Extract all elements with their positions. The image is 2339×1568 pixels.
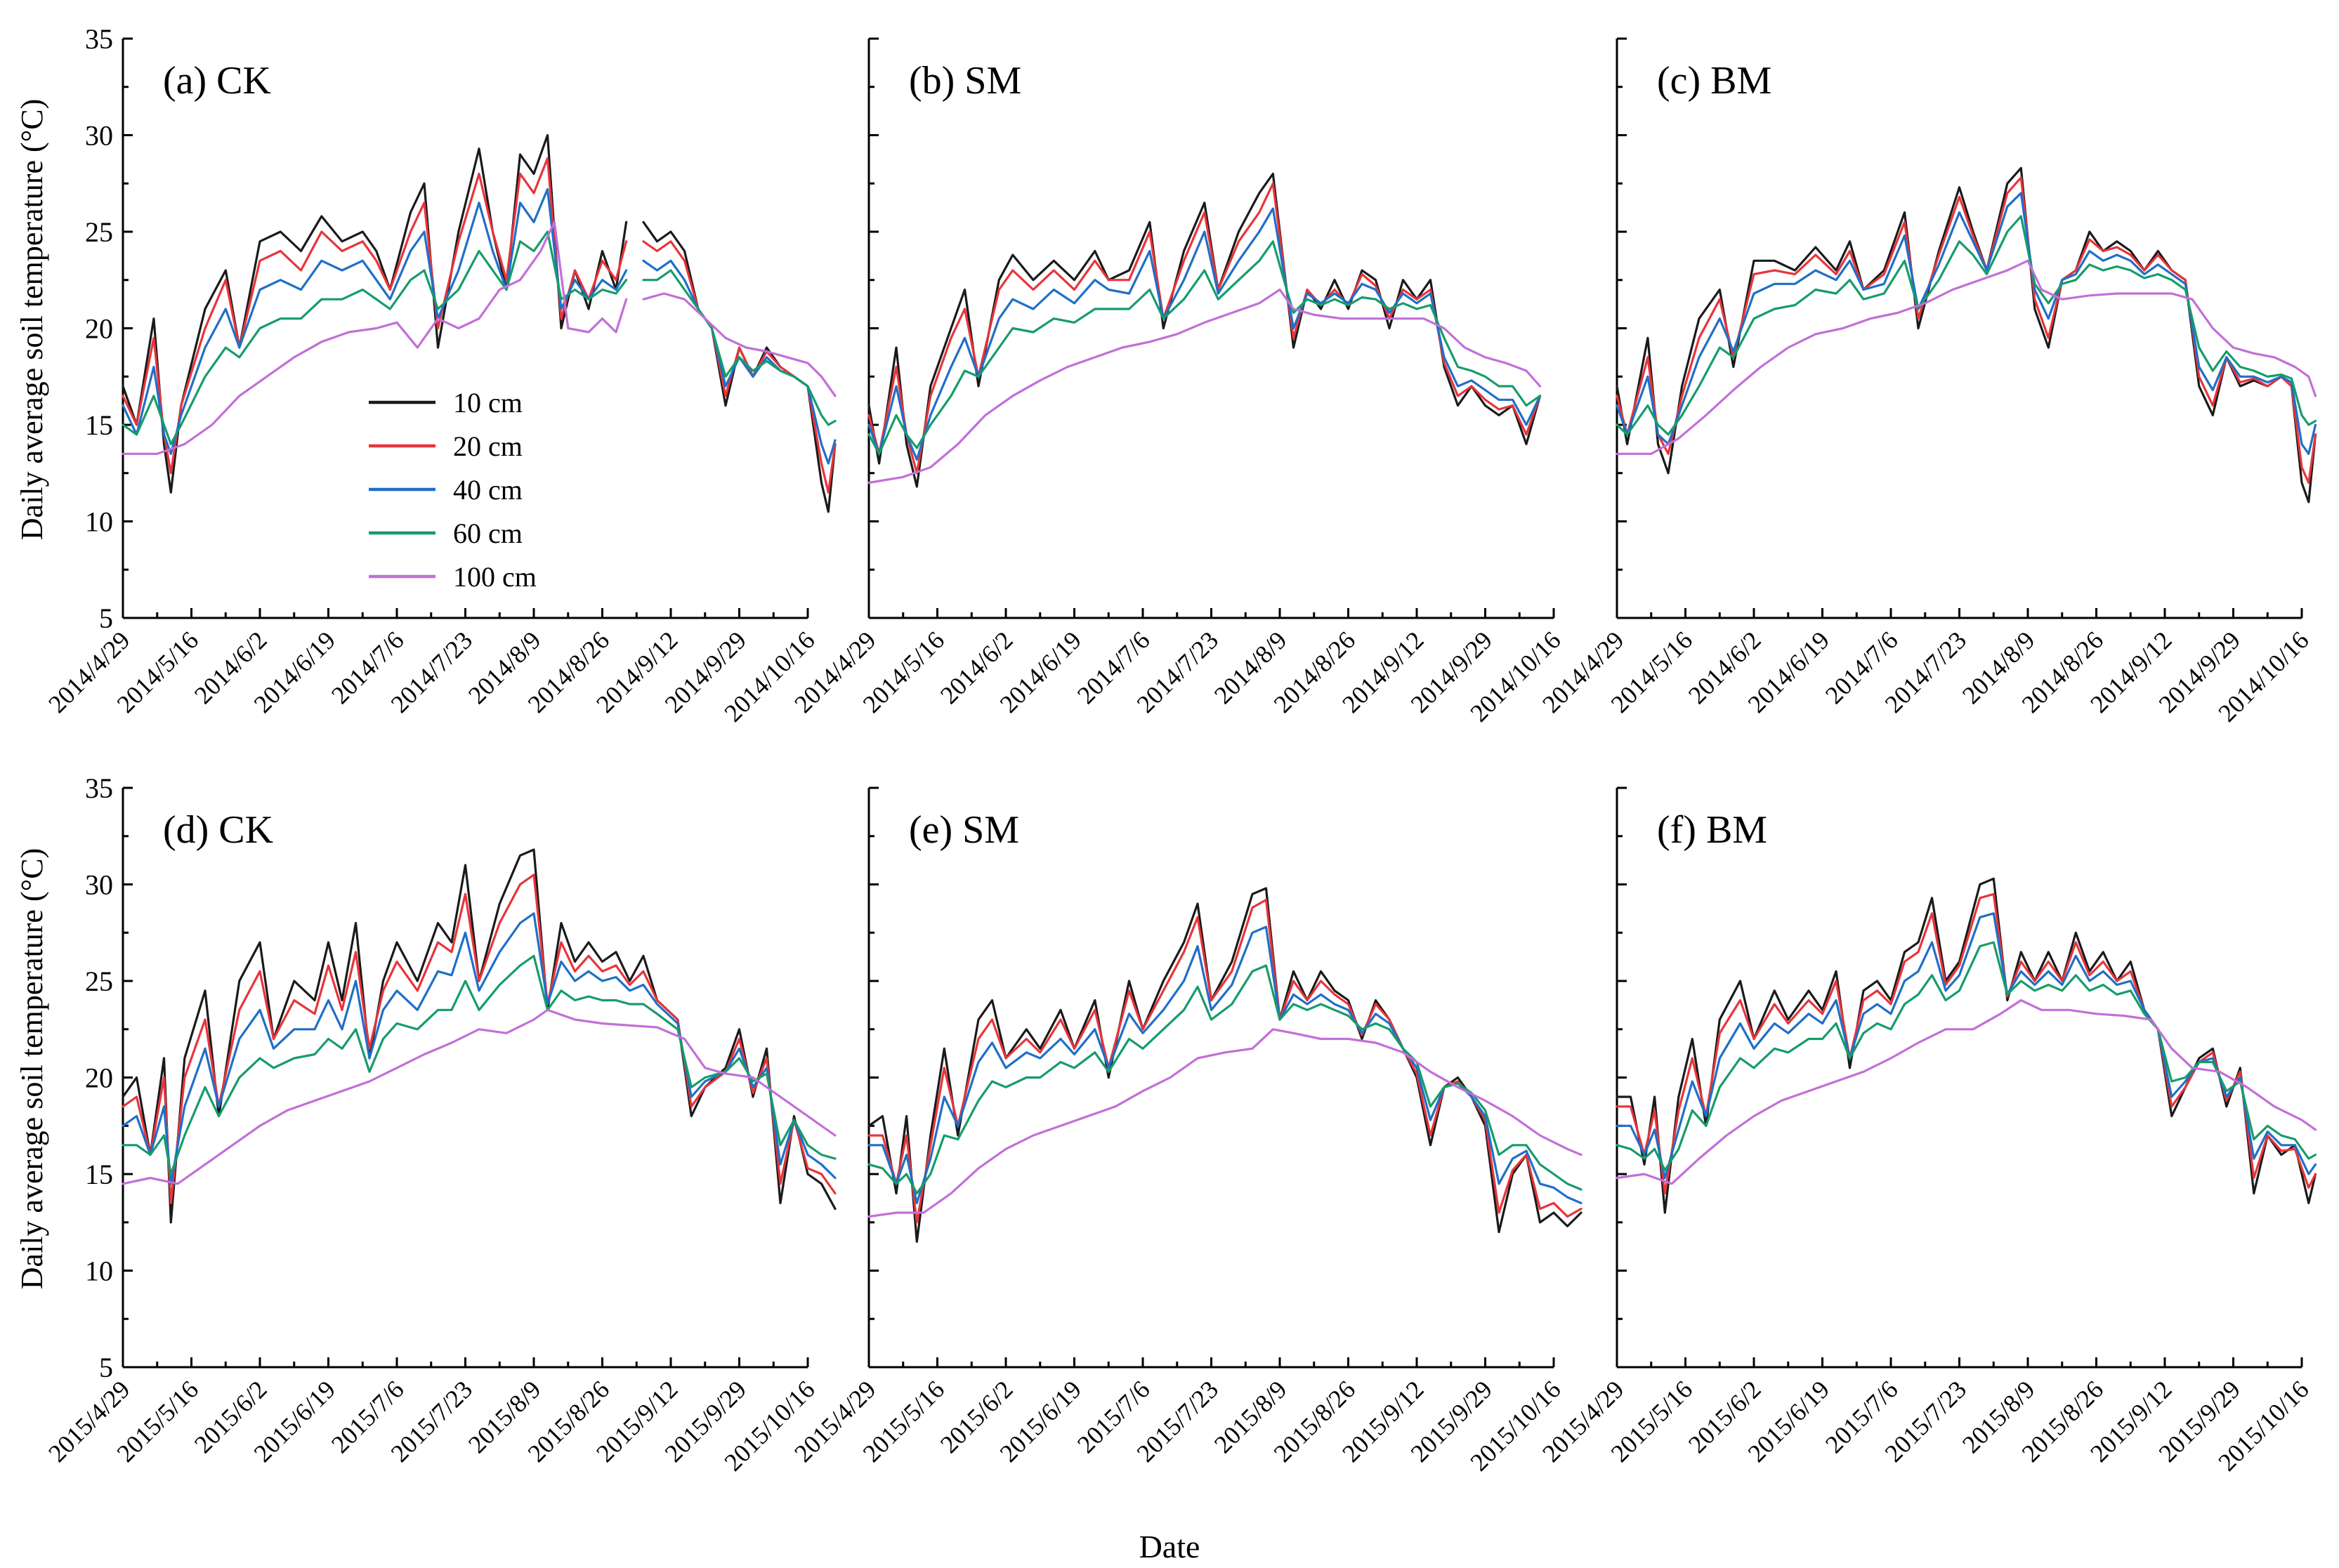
panel-d-y-tick-label: 10: [85, 1256, 113, 1287]
panel-e-sm: 2015/4/292015/5/162015/6/22015/6/192015/…: [789, 786, 1583, 1477]
panel-a-series-60cm-part1: [122, 230, 628, 446]
panel-a-y-tick-label: 35: [85, 23, 113, 55]
panel-d-y-tick-label: 25: [85, 966, 113, 997]
panel-a-series-100cm-part1: [122, 220, 628, 455]
legend-label-40cm: 40 cm: [453, 474, 523, 506]
panel-e-series-20cm: [867, 898, 1583, 1224]
panel-a-y-tick-label: 10: [85, 506, 113, 538]
panel-a-title: (a) CK: [163, 59, 271, 103]
panel-f-series-10cm: [1616, 877, 2317, 1214]
y-axis-label-top: Daily average soil temperature (°C): [15, 99, 49, 540]
panel-d-series-40cm: [122, 912, 837, 1185]
panel-e-series-10cm: [867, 887, 1583, 1243]
panel-a-y-tick-label: 25: [85, 216, 113, 248]
legend-label-10cm: 10 cm: [453, 387, 523, 419]
panel-e-series-40cm: [867, 925, 1583, 1204]
panel-a-y-tick-label: 30: [85, 120, 113, 152]
panel-c-series-100cm: [1616, 259, 2317, 455]
legend-label-20cm: 20 cm: [453, 430, 523, 462]
panel-f-series-40cm: [1616, 912, 2317, 1180]
panel-d-y-tick-label: 35: [85, 772, 113, 804]
panel-d-y-tick-label: 15: [85, 1159, 113, 1190]
panel-a-y-tick-label: 5: [99, 602, 113, 634]
panel-c-series-20cm: [1616, 176, 2317, 485]
y-axis-label-bottom: Daily average soil temperature (°C): [15, 848, 49, 1289]
panel-d-title: (d) CK: [163, 808, 273, 852]
panel-f-series-100cm: [1616, 999, 2317, 1185]
panel-e-title: (e) SM: [909, 808, 1019, 852]
panel-a-y-tick-label: 20: [85, 313, 113, 345]
panel-d-series-60cm: [122, 954, 837, 1175]
panel-d-series-100cm: [122, 1008, 837, 1185]
panel-a-series-100cm-part2: [642, 292, 837, 397]
panel-a-series-60cm-part2: [642, 269, 837, 426]
panel-c-title: (c) BM: [1657, 59, 1771, 103]
panel-c-series-40cm: [1616, 192, 2317, 455]
panel-a-series-40cm-part1: [122, 187, 628, 455]
panel-f-bm: 2015/4/292015/5/162015/6/22015/6/192015/…: [1537, 786, 2317, 1477]
panel-d-y-tick-label: 20: [85, 1062, 113, 1094]
panel-e-series-60cm: [867, 964, 1583, 1195]
panel-d-ck: 51015202530352015/4/292015/5/162015/6/22…: [43, 772, 837, 1477]
panel-b-series-40cm: [867, 207, 1542, 461]
legend-label-100cm: 100 cm: [453, 561, 537, 593]
panel-d-series-10cm: [122, 848, 837, 1224]
panel-c-series-60cm: [1616, 215, 2317, 436]
panel-a-series-10cm-part2: [642, 220, 837, 513]
panel-c-bm: 2014/4/292014/5/162014/6/22014/6/192014/…: [1537, 37, 2317, 727]
panel-a-series-20cm-part2: [642, 240, 837, 494]
panel-f-title: (f) BM: [1657, 808, 1767, 852]
panel-a-series-20cm-part1: [122, 157, 628, 475]
panel-d-y-tick-label: 5: [99, 1352, 113, 1383]
legend: 10 cm 20 cm 40 cm 60 cm 100 cm: [369, 387, 537, 593]
panel-a-ck: 51015202530352014/4/292014/5/162014/6/22…: [43, 23, 837, 727]
panel-a-y-tick-label: 15: [85, 409, 113, 441]
x-axis-label: Date: [1139, 1529, 1200, 1564]
panel-b-series-100cm: [867, 288, 1542, 485]
panel-b-sm: 2014/4/292014/5/162014/6/22014/6/192014/…: [789, 37, 1566, 727]
panel-f-series-20cm: [1616, 892, 2317, 1195]
panel-b-title: (b) SM: [909, 59, 1021, 103]
panel-d-y-tick-label: 30: [85, 869, 113, 901]
panel-b-series-60cm: [867, 240, 1542, 455]
panel-a-series-40cm-part2: [642, 259, 837, 465]
panel-f-series-60cm: [1616, 941, 2317, 1172]
panel-e-series-100cm: [867, 1028, 1583, 1218]
legend-label-60cm: 60 cm: [453, 518, 523, 549]
